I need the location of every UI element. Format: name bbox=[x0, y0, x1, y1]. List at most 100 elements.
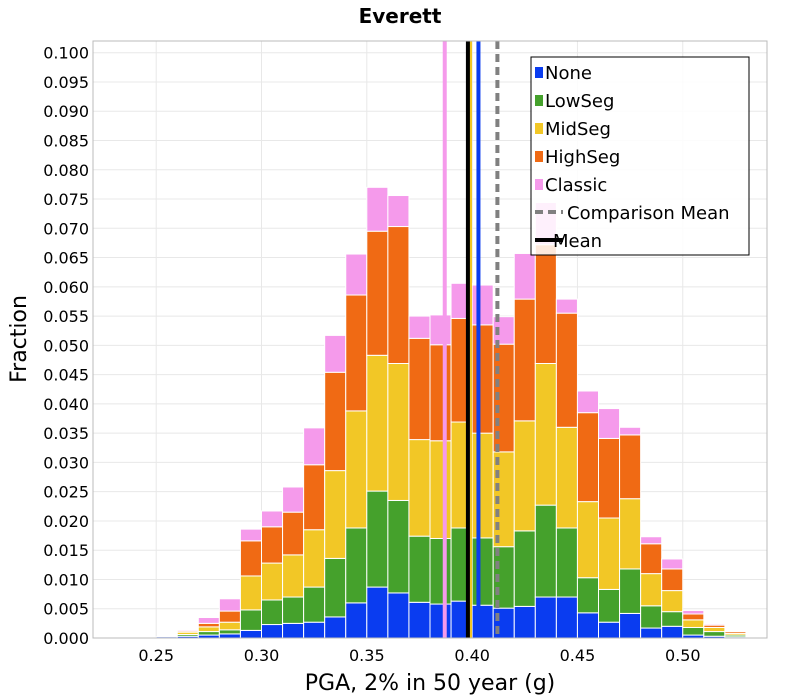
bar-classic bbox=[661, 558, 684, 570]
bar-none bbox=[555, 596, 578, 639]
bar-midseg bbox=[598, 517, 621, 590]
bar-none bbox=[366, 586, 389, 639]
legend-highseg-swatch bbox=[535, 151, 543, 162]
x-tick-label: 0.45 bbox=[560, 646, 596, 665]
bar-highseg bbox=[239, 540, 262, 577]
bar-classic bbox=[303, 427, 326, 466]
bar-classic bbox=[261, 510, 284, 528]
bar-midseg bbox=[282, 554, 305, 598]
legend-none-swatch bbox=[535, 67, 543, 78]
x-axis-ticks: 0.25 0.30 0.35 0.40 0.45 0.50 bbox=[138, 646, 700, 665]
bar-classic bbox=[598, 408, 621, 439]
bar-highseg bbox=[471, 324, 494, 434]
bar-lowseg bbox=[640, 605, 663, 629]
bar-lowseg bbox=[619, 568, 642, 614]
bar-classic bbox=[513, 252, 536, 300]
bar-lowseg bbox=[703, 631, 726, 637]
bar-midseg bbox=[471, 432, 494, 539]
axes bbox=[92, 40, 768, 639]
bar-lowseg bbox=[513, 530, 536, 607]
bar-midseg bbox=[576, 501, 599, 579]
bar-midseg bbox=[429, 440, 452, 540]
bar-highseg bbox=[387, 226, 410, 364]
y-tick-label: 0.065 bbox=[43, 249, 89, 268]
bar-lowseg bbox=[661, 611, 684, 627]
bar-midseg bbox=[534, 362, 557, 506]
bar-highseg bbox=[555, 312, 578, 428]
bar-lowseg bbox=[218, 629, 241, 635]
bar-none bbox=[408, 601, 431, 639]
bar-lowseg bbox=[239, 609, 262, 631]
bar-midseg bbox=[261, 562, 284, 601]
y-tick-label: 0.045 bbox=[43, 366, 89, 385]
bar-classic bbox=[640, 536, 663, 545]
bar-classic bbox=[703, 623, 726, 626]
bar-lowseg bbox=[598, 588, 621, 623]
bar-highseg bbox=[598, 437, 621, 519]
y-tick-label: 0.040 bbox=[43, 395, 89, 414]
bar-none bbox=[429, 603, 452, 639]
bar-highseg bbox=[513, 298, 536, 422]
bar-midseg bbox=[619, 498, 642, 570]
bar-highseg bbox=[682, 613, 705, 621]
bar-midseg bbox=[239, 575, 262, 611]
bar-midseg bbox=[513, 420, 536, 532]
y-tick-label: 0.060 bbox=[43, 278, 89, 297]
bar-lowseg bbox=[197, 631, 220, 636]
y-tick-label: 0.090 bbox=[43, 102, 89, 121]
bar-highseg bbox=[197, 622, 220, 628]
bar-none bbox=[345, 602, 368, 639]
bar-highseg bbox=[429, 344, 452, 442]
y-tick-label: 0.020 bbox=[43, 512, 89, 531]
y-tick-label: 0.030 bbox=[43, 453, 89, 472]
bar-highseg bbox=[261, 526, 284, 564]
legend-classic-label: Classic bbox=[545, 175, 607, 196]
legend-lowseg-label: LowSeg bbox=[545, 91, 614, 112]
y-tick-label: 0.055 bbox=[43, 307, 89, 326]
bar-highseg bbox=[218, 610, 241, 623]
bar-classic bbox=[324, 334, 347, 373]
bar-lowseg bbox=[324, 557, 347, 618]
y-axis-label: Fraction bbox=[7, 295, 32, 383]
bar-midseg bbox=[197, 626, 220, 633]
bar-classic bbox=[176, 629, 199, 632]
bar-none bbox=[619, 612, 642, 639]
bar-midseg bbox=[661, 590, 684, 613]
bar-highseg bbox=[619, 434, 642, 500]
legend-midseg-swatch bbox=[535, 123, 543, 134]
bar-none bbox=[303, 621, 326, 639]
bar-lowseg bbox=[534, 504, 557, 598]
bar-none bbox=[387, 592, 410, 639]
bar-none bbox=[640, 627, 663, 639]
y-tick-label: 0.095 bbox=[43, 73, 89, 92]
bar-classic bbox=[471, 284, 494, 326]
y-tick-label: 0.015 bbox=[43, 541, 89, 560]
bar-midseg bbox=[640, 573, 663, 607]
bar-none bbox=[239, 629, 262, 639]
y-tick-label: 0.100 bbox=[43, 44, 89, 63]
bar-none bbox=[598, 621, 621, 639]
legend-none-label: None bbox=[545, 63, 592, 84]
y-tick-label: 0.080 bbox=[43, 161, 89, 180]
bar-lowseg bbox=[366, 490, 389, 588]
bar-classic bbox=[218, 598, 241, 612]
legend-comparison-mean-label: Comparison Mean bbox=[567, 203, 730, 224]
y-tick-label: 0.070 bbox=[43, 219, 89, 238]
bar-classic bbox=[724, 630, 747, 633]
bar-midseg bbox=[408, 439, 431, 537]
bar-highseg bbox=[640, 543, 663, 575]
bar-lowseg bbox=[555, 527, 578, 598]
bar-classic bbox=[366, 186, 389, 232]
bar-lowseg bbox=[429, 538, 452, 605]
bar-classic bbox=[555, 298, 578, 314]
y-tick-label: 0.050 bbox=[43, 336, 89, 355]
bar-classic bbox=[197, 617, 220, 624]
bar-lowseg bbox=[682, 626, 705, 636]
legend-classic-swatch bbox=[535, 179, 543, 190]
bar-highseg bbox=[324, 371, 347, 472]
bar-none bbox=[576, 612, 599, 639]
y-tick-label: 0.075 bbox=[43, 190, 89, 209]
bar-highseg bbox=[534, 244, 557, 364]
bar-midseg bbox=[682, 619, 705, 628]
bar-classic bbox=[429, 314, 452, 346]
